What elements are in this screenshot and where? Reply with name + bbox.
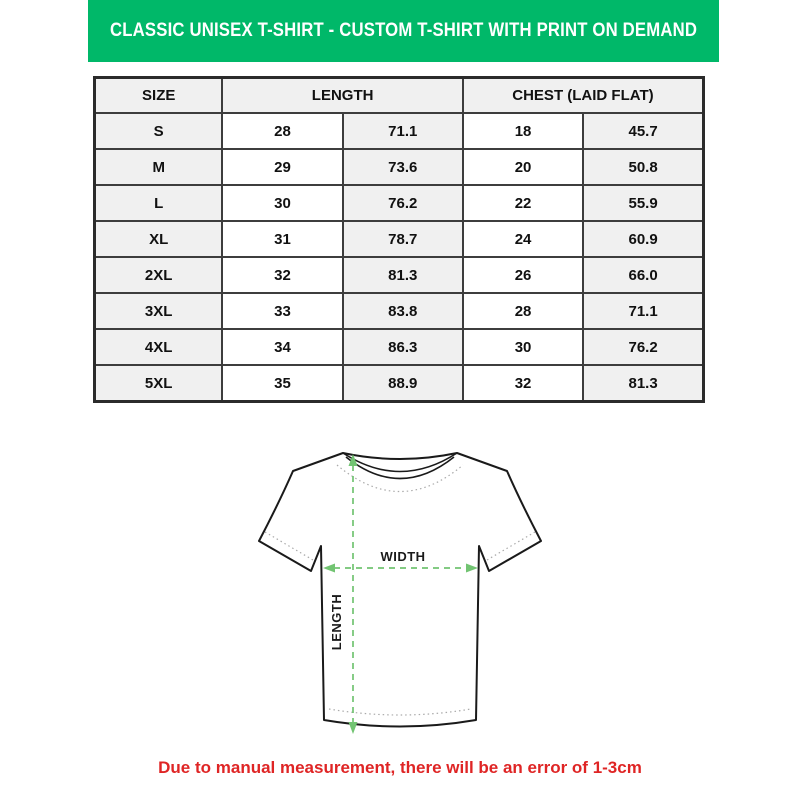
- size-cell: S: [93, 112, 224, 150]
- width-label: WIDTH: [380, 549, 425, 564]
- chest-cm-cell: 45.7: [582, 112, 705, 150]
- length-cm-cell: 71.1: [341, 112, 464, 150]
- measurement-error-note: Due to manual measurement, there will be…: [158, 758, 642, 777]
- column-header-size: SIZE: [93, 76, 224, 114]
- size-cell: L: [93, 184, 224, 222]
- chest-in-cell: 24: [461, 220, 585, 258]
- chest-in-cell: 30: [461, 328, 585, 366]
- tshirt-measurement-diagram: WIDTH LENGTH: [258, 452, 542, 734]
- tshirt-outline: [258, 452, 542, 728]
- chest-cm-cell: 66.0: [582, 256, 705, 294]
- chest-cm-cell: 81.3: [582, 364, 705, 403]
- title-banner: CLASSIC UNISEX T-SHIRT - CUSTOM T-SHIRT …: [88, 0, 719, 62]
- size-cell: M: [93, 148, 224, 186]
- chest-cm-cell: 60.9: [582, 220, 705, 258]
- length-in-cell: 34: [221, 328, 344, 366]
- length-in-cell: 30: [221, 184, 344, 222]
- length-arrow-top-head: [348, 454, 358, 466]
- length-cm-cell: 88.9: [341, 364, 464, 403]
- left-sleeve-stitch-line: [264, 531, 314, 561]
- size-cell: 4XL: [93, 328, 224, 366]
- table-row: L 30 76.2 22 55.9: [93, 184, 705, 222]
- size-cell: 2XL: [93, 256, 224, 294]
- length-in-cell: 32: [221, 256, 344, 294]
- length-in-cell: 31: [221, 220, 344, 258]
- length-cm-cell: 83.8: [341, 292, 464, 330]
- size-chart-table: SIZE LENGTH CHEST (LAID FLAT) S 28 71.1 …: [93, 76, 705, 403]
- length-label: LENGTH: [329, 594, 344, 650]
- table-row: S 28 71.1 18 45.7: [93, 112, 705, 150]
- collar-inner-curve: [345, 456, 455, 480]
- size-cell: 5XL: [93, 364, 224, 403]
- size-cell: 3XL: [93, 292, 224, 330]
- table-row: M 29 73.6 20 50.8: [93, 148, 705, 186]
- length-cm-cell: 73.6: [341, 148, 464, 186]
- width-arrow-right-head: [466, 563, 478, 573]
- length-arrow-bottom-head: [348, 722, 358, 734]
- chest-cm-cell: 55.9: [582, 184, 705, 222]
- chest-in-cell: 32: [461, 364, 585, 403]
- chest-in-cell: 26: [461, 256, 585, 294]
- length-in-cell: 28: [221, 112, 344, 150]
- right-sleeve-stitch-line: [486, 531, 536, 561]
- length-cm-cell: 78.7: [341, 220, 464, 258]
- column-header-length: LENGTH: [221, 76, 464, 114]
- table-row: 4XL 34 86.3 30 76.2: [93, 328, 705, 366]
- chest-in-cell: 28: [461, 292, 585, 330]
- width-arrow-left-head: [323, 563, 335, 573]
- length-in-cell: 29: [221, 148, 344, 186]
- hem-stitch-line: [328, 708, 472, 716]
- length-cm-cell: 86.3: [341, 328, 464, 366]
- chest-in-cell: 18: [461, 112, 585, 150]
- table-row: XL 31 78.7 24 60.9: [93, 220, 705, 258]
- table-row: 2XL 32 81.3 26 66.0: [93, 256, 705, 294]
- table-row: 5XL 35 88.9 32 81.3: [93, 364, 705, 403]
- length-cm-cell: 81.3: [341, 256, 464, 294]
- chest-cm-cell: 50.8: [582, 148, 705, 186]
- chest-cm-cell: 76.2: [582, 328, 705, 366]
- size-cell: XL: [93, 220, 224, 258]
- length-in-cell: 33: [221, 292, 344, 330]
- table-row: 3XL 33 83.8 28 71.1: [93, 292, 705, 330]
- length-in-cell: 35: [221, 364, 344, 403]
- length-cm-cell: 76.2: [341, 184, 464, 222]
- column-header-chest: CHEST (LAID FLAT): [461, 76, 705, 114]
- chest-in-cell: 22: [461, 184, 585, 222]
- chest-cm-cell: 71.1: [582, 292, 705, 330]
- chest-in-cell: 20: [461, 148, 585, 186]
- page-title: CLASSIC UNISEX T-SHIRT - CUSTOM T-SHIRT …: [109, 20, 698, 41]
- table-header-row: SIZE LENGTH CHEST (LAID FLAT): [93, 76, 705, 114]
- collar-outer-curve: [342, 452, 458, 473]
